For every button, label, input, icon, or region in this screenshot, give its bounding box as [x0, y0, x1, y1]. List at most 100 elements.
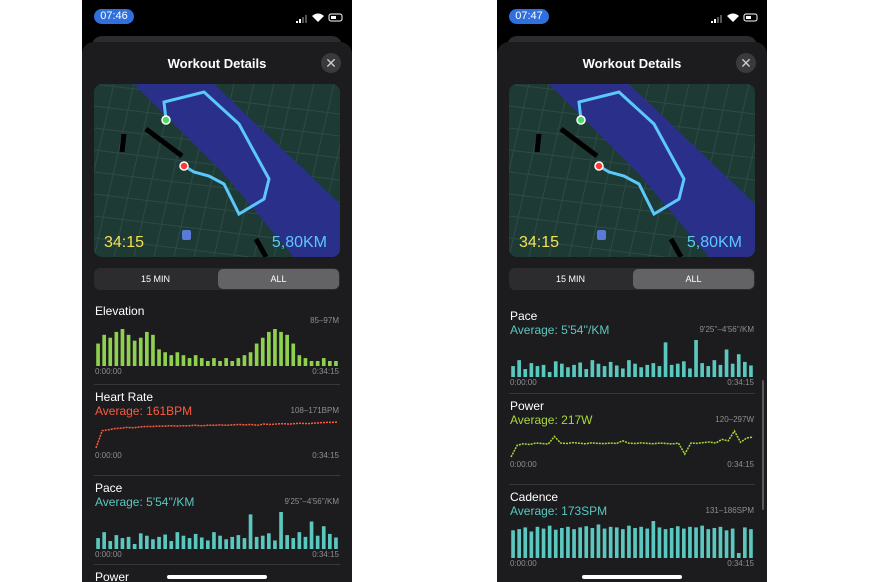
chart-bar — [578, 527, 582, 558]
chart-bar — [566, 367, 570, 377]
header-title: Workout Details — [582, 56, 682, 71]
chart-bar — [651, 521, 656, 558]
chart-bar — [254, 343, 259, 366]
status-icons — [711, 13, 758, 23]
signal-bar — [296, 21, 298, 23]
route-map[interactable] — [94, 84, 340, 257]
chart-bar — [218, 535, 222, 549]
chart-bar — [199, 358, 204, 366]
sheet: Workout Details ✕ 34:15 5,80KM 15 MIN ALL Pace… — [497, 42, 767, 582]
chart-bar — [334, 537, 338, 549]
chart-line — [510, 429, 754, 458]
chart-bar — [169, 541, 174, 549]
chart-bar — [309, 361, 314, 366]
wifi-icon — [312, 13, 324, 22]
status-time: 07:47 — [509, 9, 549, 24]
chart-bar — [572, 529, 576, 558]
chart-bar — [736, 553, 741, 558]
chart-bar — [578, 362, 582, 377]
axis-end: 0:34:15 — [312, 451, 339, 460]
chart-bar — [718, 526, 723, 558]
chart-bar — [163, 352, 167, 366]
transit-icon — [597, 230, 606, 240]
axis-end: 0:34:15 — [312, 550, 339, 559]
chart-bar — [724, 530, 729, 558]
map-street — [94, 84, 115, 173]
chart-bar — [627, 360, 631, 377]
chart-bar — [639, 526, 643, 558]
divider — [94, 384, 340, 385]
tab[interactable]: ALL — [218, 269, 339, 289]
chart-bar — [248, 352, 253, 366]
battery — [743, 13, 758, 22]
chart-bar — [120, 538, 125, 549]
chart-bar — [511, 530, 515, 558]
chart-bar — [126, 536, 131, 549]
chart-bar — [645, 364, 650, 377]
chart-bar — [517, 360, 521, 377]
signal-bar — [714, 19, 716, 23]
signal-bar — [305, 15, 307, 23]
chart-bar — [236, 535, 241, 549]
chart-bar — [694, 527, 698, 558]
tab[interactable]: 15 MIN — [140, 274, 170, 284]
chart-bar — [633, 527, 637, 558]
tab[interactable]: 15 MIN — [555, 274, 585, 284]
axis-end: 0:34:15 — [727, 378, 754, 387]
chart-bar — [560, 363, 564, 377]
chart-bar — [614, 365, 619, 377]
chart-bar — [114, 535, 119, 549]
chart-bar — [535, 526, 540, 558]
chart-bar — [187, 538, 192, 549]
chart-bar — [712, 360, 717, 377]
transit-icon — [182, 230, 191, 240]
chart-bar — [297, 532, 302, 549]
route-map[interactable] — [509, 84, 755, 257]
route — [162, 90, 271, 217]
close-button[interactable]: ✕ — [736, 53, 756, 73]
tab[interactable]: ALL — [633, 269, 754, 289]
chart-bar — [730, 528, 735, 558]
chart-bar — [590, 527, 595, 558]
chart-bar — [700, 363, 704, 377]
home-indicator — [167, 575, 267, 579]
chart-bar — [254, 536, 259, 549]
chart-bar — [596, 363, 601, 377]
chart-bar — [285, 535, 289, 549]
chart-bar — [303, 536, 308, 549]
map-street — [94, 237, 254, 257]
chart-bar — [517, 529, 521, 558]
home-indicator — [582, 575, 682, 579]
chart-bar — [224, 358, 228, 366]
close-button[interactable]: ✕ — [321, 53, 341, 73]
chart-bar — [560, 527, 564, 558]
chart-bar — [669, 364, 674, 377]
chart-bar — [553, 529, 558, 558]
status-time: 07:46 — [94, 9, 134, 24]
chart-line — [95, 421, 339, 449]
chart-bar — [602, 528, 607, 558]
chart-bar — [145, 535, 149, 549]
map-distance: 5,80KM — [271, 234, 327, 251]
chart-bar — [724, 349, 729, 377]
chart-bar — [328, 533, 332, 549]
chart-bar — [303, 358, 308, 366]
chart-bar — [151, 334, 155, 366]
chart-bar — [529, 363, 534, 377]
section-title: Power — [510, 399, 545, 413]
section-range: 9'25''–4'56''/KM — [284, 497, 339, 506]
axis-end: 0:34:15 — [727, 460, 754, 469]
chart-bar — [315, 361, 320, 366]
battery-level — [746, 16, 751, 19]
chart-bar — [108, 337, 113, 366]
chart-bar — [688, 526, 692, 558]
chart-bar — [334, 361, 338, 366]
chart-bar — [309, 521, 314, 549]
chart-bar — [639, 367, 643, 377]
end-point — [594, 161, 604, 171]
chart-bar — [242, 538, 247, 549]
chart-bar — [627, 525, 631, 558]
axis-start: 0:00:00 — [95, 550, 122, 559]
chart-bar — [730, 363, 735, 377]
